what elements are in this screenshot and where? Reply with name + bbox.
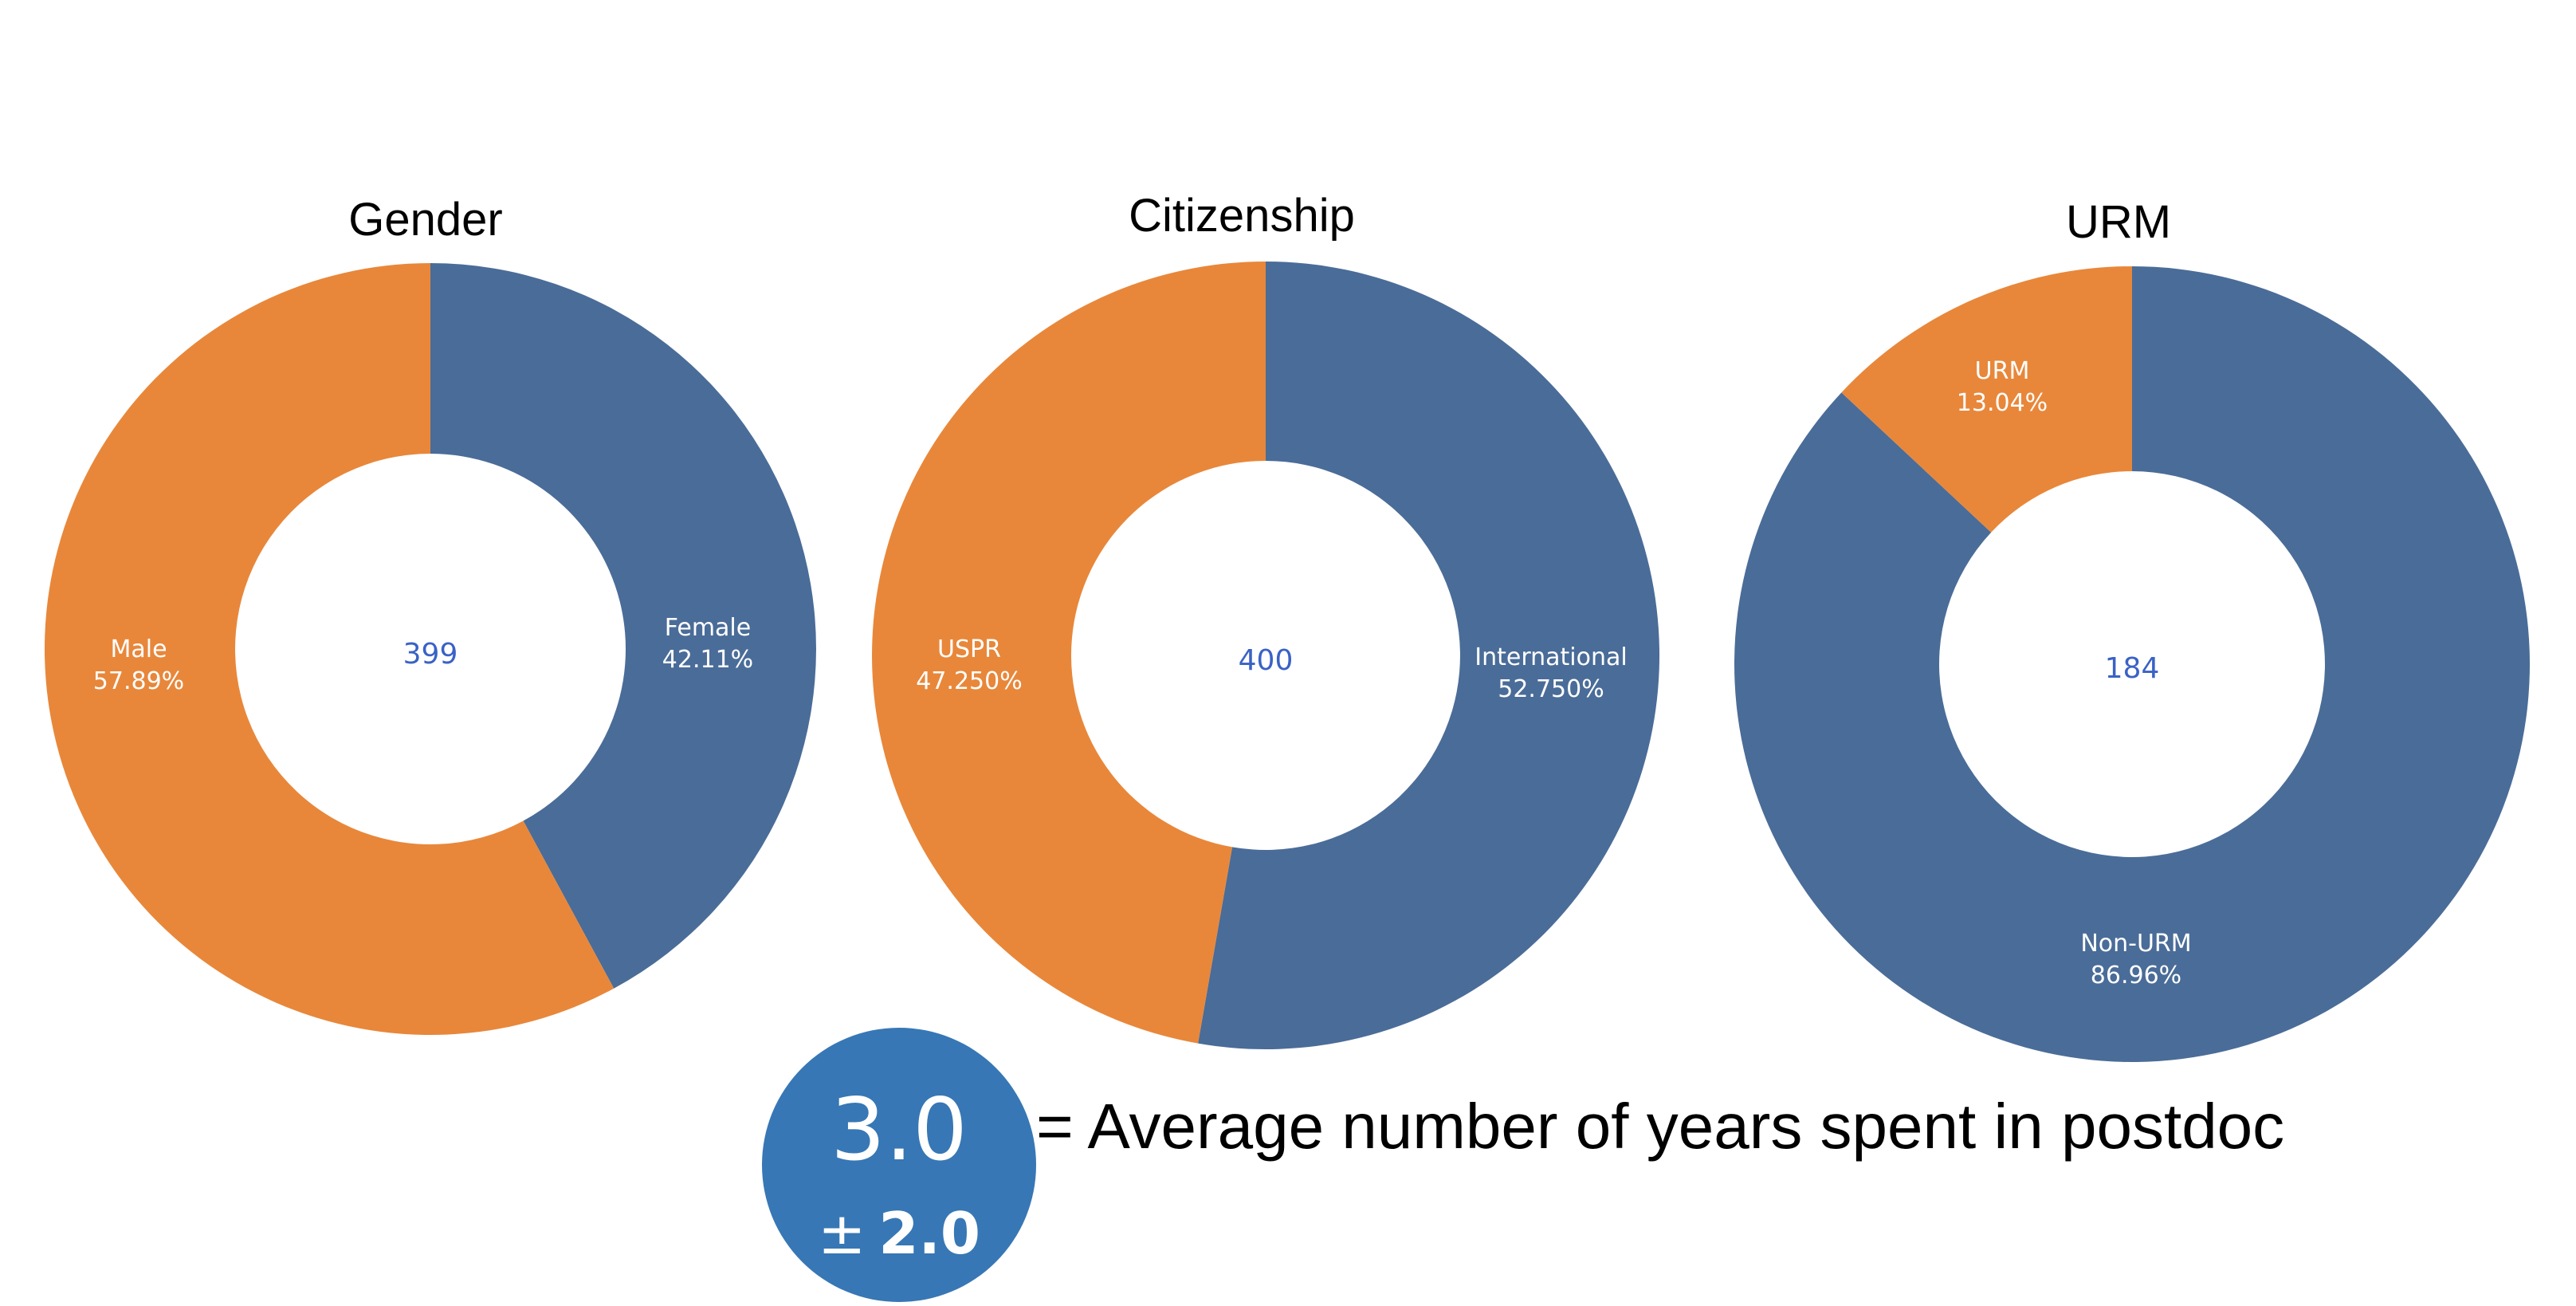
years-mean-value: 3.0 — [831, 1080, 968, 1180]
slice-non-urm — [1734, 266, 2531, 1062]
slice-urm — [1841, 266, 2132, 533]
citizenship-donut-chart: Citizenship International 52.750% USPR 4… — [872, 190, 1660, 1049]
slice-label-female-name: Female — [665, 614, 751, 642]
slice-label-uspr-value: 47.250% — [916, 667, 1022, 695]
gender-donut-chart: Gender Female 42.11% Male 57.89% 399 — [44, 194, 816, 1035]
slice-gender-female — [430, 263, 816, 989]
slice-label-urm-value: 13.04% — [1957, 389, 2048, 417]
slice-label-uspr-name: USPR — [937, 635, 1001, 663]
donut-center-total-gender: 399 — [403, 638, 458, 671]
years-sd-value: 2.0 — [878, 1200, 980, 1267]
slice-label-female-value: 42.11% — [662, 646, 753, 674]
slice-label-male-name: Male — [110, 635, 167, 663]
slice-gender-male — [44, 262, 615, 1035]
slice-citizenship-uspr — [872, 262, 1266, 1044]
donut-center-total-citizenship: 400 — [1239, 644, 1294, 677]
slice-label-international-name: International — [1475, 643, 1627, 671]
postdoc-years-summary: 3.0 ±2.0 = Average number of years spent… — [762, 1028, 2284, 1302]
chart-title-citizenship: Citizenship — [1129, 190, 1355, 242]
urm-donut-chart: URM Non-URM 86.96% URM 13.04% 184 — [1734, 196, 2531, 1062]
donut-center-total-urm: 184 — [2105, 652, 2160, 685]
years-sd-row: ±2.0 — [818, 1200, 980, 1267]
chart-title-urm: URM — [2066, 196, 2171, 248]
slice-label-international-value: 52.750% — [1498, 675, 1604, 703]
slice-citizenship-international — [1198, 262, 1660, 1049]
years-badge-circle — [762, 1028, 1036, 1302]
slice-label-non-urm-value: 86.96% — [2091, 962, 2181, 989]
chart-title-gender: Gender — [348, 194, 502, 246]
slice-label-non-urm-name: Non-URM — [2080, 930, 2191, 958]
slice-label-male-value: 57.89% — [93, 667, 184, 695]
slice-label-urm-name: URM — [1975, 357, 2030, 385]
years-caption: = Average number of years spent in postd… — [1036, 1091, 2284, 1162]
plus-minus-icon: ± — [818, 1200, 866, 1267]
